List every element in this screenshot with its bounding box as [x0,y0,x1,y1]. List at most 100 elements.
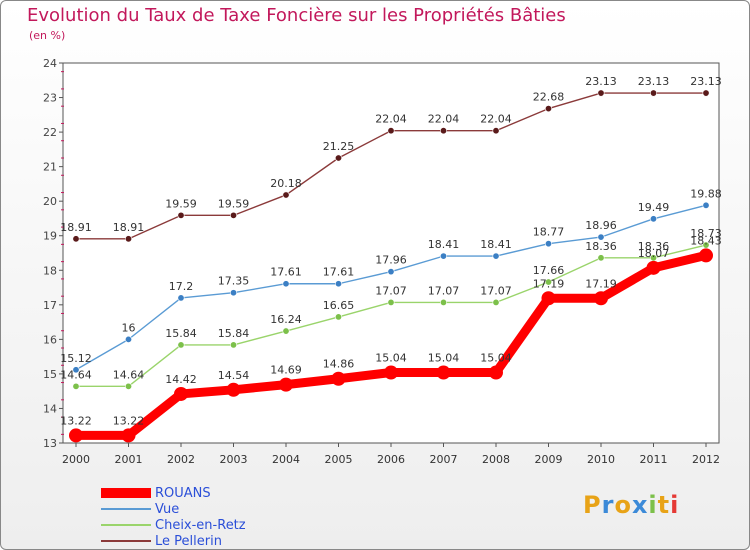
legend-swatch-vue [101,508,151,510]
data-label-vue: 18.77 [533,226,565,239]
data-point-rouans [646,260,661,275]
data-label-le-pellerin: 21.25 [323,140,355,153]
data-point-le-pellerin [230,211,238,219]
data-label-rouans: 15.04 [428,352,460,365]
data-point-cheix-en-retz [334,313,342,321]
data-label-vue: 17.96 [375,254,407,267]
legend: ROUANS Vue Cheix-en-Retz Le Pellerin [101,485,246,549]
data-point-rouans [594,291,608,306]
data-label-cheix-en-retz: 18.36 [585,240,617,253]
y-tick-label: 18 [43,264,57,277]
x-tick-label: 2009 [535,453,563,466]
x-tick-label: 2012 [692,453,720,466]
data-label-cheix-en-retz: 14.64 [60,368,92,381]
data-point-le-pellerin [544,105,552,113]
y-tick-label: 24 [43,57,57,70]
data-point-le-pellerin [649,89,657,97]
data-point-vue [544,240,552,248]
data-label-cheix-en-retz: 15.84 [165,327,197,340]
data-point-vue [387,268,395,276]
data-label-vue: 19.88 [690,187,722,200]
data-point-vue [702,201,710,209]
data-label-rouans: 17.19 [585,277,617,290]
data-point-cheix-en-retz [597,254,605,262]
y-tick-label: 20 [43,195,57,208]
data-label-vue: 18.41 [480,238,512,251]
data-point-cheix-en-retz [439,298,447,306]
chart-subtitle: (en %) [29,29,66,42]
data-label-le-pellerin: 18.91 [60,221,92,234]
data-point-cheix-en-retz [230,341,238,349]
data-label-le-pellerin: 18.91 [113,221,145,234]
y-tick-label: 13 [43,437,57,450]
data-point-rouans [226,382,241,397]
data-label-rouans: 13.22 [113,414,145,427]
data-label-cheix-en-retz: 17.07 [480,284,512,297]
data-label-vue: 18.41 [428,238,460,251]
data-label-rouans: 15.04 [375,352,407,365]
data-label-cheix-en-retz: 17.66 [533,264,565,277]
data-point-cheix-en-retz [387,298,395,306]
data-point-cheix-en-retz [177,341,185,349]
data-point-vue [72,366,80,374]
data-label-le-pellerin: 22.04 [375,113,407,126]
data-label-le-pellerin: 20.18 [270,177,302,190]
y-tick-label: 21 [43,161,57,174]
data-label-cheix-en-retz: 14.64 [113,368,145,381]
data-label-le-pellerin: 19.59 [218,197,250,210]
x-tick-label: 2004 [272,453,300,466]
data-point-cheix-en-retz [492,298,500,306]
x-tick-label: 2006 [377,453,405,466]
data-label-vue: 17.61 [270,266,302,279]
legend-item-vue: Vue [101,501,246,517]
data-point-le-pellerin [597,89,605,97]
y-tick-label: 14 [43,402,57,415]
legend-item-cheix-en-retz: Cheix-en-Retz [101,517,246,533]
data-label-rouans: 14.86 [323,358,355,371]
y-tick-label: 16 [43,333,57,346]
data-point-rouans [279,377,293,392]
data-point-rouans [384,365,398,380]
data-point-cheix-en-retz [544,278,552,286]
data-label-vue: 15.12 [60,352,92,365]
data-label-rouans: 17.19 [533,277,565,290]
data-label-le-pellerin: 23.13 [585,75,617,88]
data-label-rouans: 15.04 [480,352,512,365]
data-label-cheix-en-retz: 16.24 [270,313,302,326]
data-point-vue [492,252,500,260]
data-point-rouans [541,291,556,306]
data-label-rouans: 18.07 [638,247,670,260]
logo-letter: P [583,491,602,519]
data-point-vue [125,335,133,343]
data-label-le-pellerin: 19.59 [165,197,197,210]
data-point-cheix-en-retz [72,382,80,390]
proxiti-logo: Proxiti [583,491,679,519]
legend-swatch-rouans [101,488,151,498]
y-tick-label: 19 [43,230,57,243]
x-tick-label: 2011 [640,453,668,466]
data-point-le-pellerin [702,89,710,97]
data-label-vue: 18.96 [585,219,617,232]
data-label-cheix-en-retz: 17.07 [428,284,460,297]
data-label-le-pellerin: 23.13 [638,75,670,88]
logo-letter: r [601,491,615,519]
data-label-cheix-en-retz: 18.73 [690,227,722,240]
y-tick-label: 23 [43,92,57,105]
data-label-le-pellerin: 23.13 [690,75,722,88]
data-point-cheix-en-retz [702,241,710,249]
logo-letter: x [631,491,649,519]
x-tick-label: 2001 [115,453,143,466]
data-label-rouans: 13.22 [60,414,92,427]
data-point-le-pellerin [439,127,447,135]
legend-swatch-le-pellerin [101,540,151,542]
data-label-vue: 17.61 [323,266,355,279]
y-tick-label: 22 [43,126,57,139]
x-tick-label: 2008 [482,453,510,466]
data-point-rouans [436,365,451,380]
data-label-cheix-en-retz: 16.65 [323,299,355,312]
data-point-rouans [699,248,713,263]
data-label-rouans: 18.43 [690,234,722,247]
data-point-rouans [121,428,136,443]
logo-letter: i [670,491,680,519]
logo-letter: t [657,491,671,519]
